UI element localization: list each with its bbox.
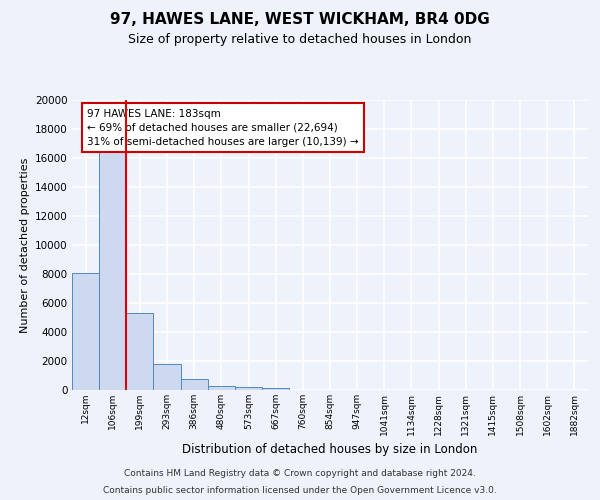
Text: Contains public sector information licensed under the Open Government Licence v3: Contains public sector information licen…: [103, 486, 497, 495]
Bar: [99, 150, 127, 390]
Text: Size of property relative to detached houses in London: Size of property relative to detached ho…: [128, 32, 472, 46]
Bar: [208, 386, 235, 390]
Bar: [127, 313, 154, 390]
Bar: [72, 272, 99, 390]
Y-axis label: Number of detached properties: Number of detached properties: [20, 158, 29, 332]
Bar: [262, 388, 289, 390]
Text: 97 HAWES LANE: 183sqm
← 69% of detached houses are smaller (22,694)
31% of semi-: 97 HAWES LANE: 183sqm ← 69% of detached …: [88, 108, 359, 146]
X-axis label: Distribution of detached houses by size in London: Distribution of detached houses by size …: [182, 443, 478, 456]
Bar: [181, 379, 208, 390]
Bar: [235, 387, 262, 390]
Text: Contains HM Land Registry data © Crown copyright and database right 2024.: Contains HM Land Registry data © Crown c…: [124, 468, 476, 477]
Text: 97, HAWES LANE, WEST WICKHAM, BR4 0DG: 97, HAWES LANE, WEST WICKHAM, BR4 0DG: [110, 12, 490, 28]
Bar: [154, 364, 181, 390]
